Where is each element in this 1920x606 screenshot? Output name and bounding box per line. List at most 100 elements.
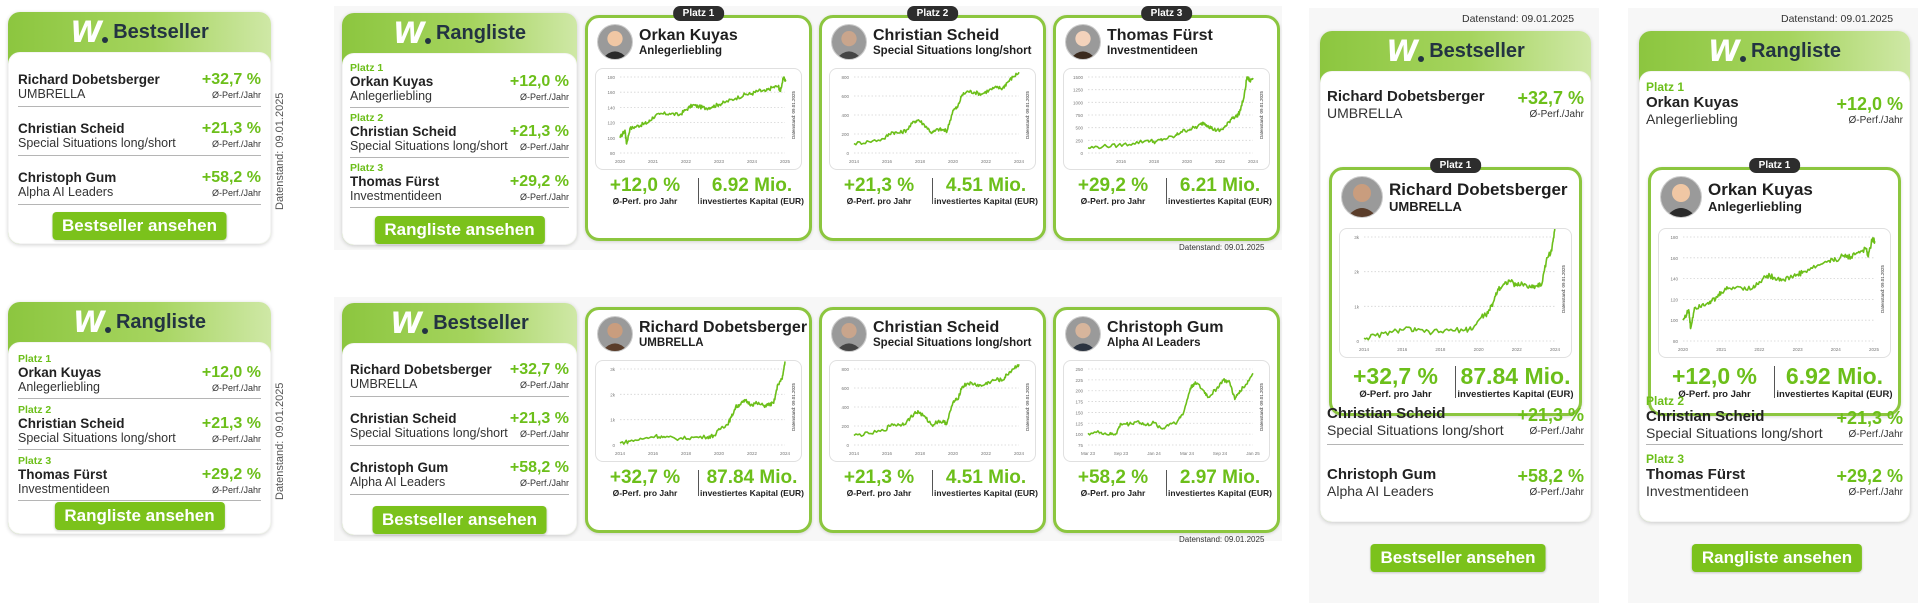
trader-name: Christian Scheid [18,416,125,431]
kpi-performance-value: +12,0 % [1671,362,1758,389]
x-tick-label: 2014 [1359,347,1370,352]
performance-value: +12,0 % [509,73,569,90]
trader-name: Thomas Fürst [1646,466,1746,483]
kpi-row: +12,0 % Ø-Perf. pro Jahr 6.92 Mio. investi… [592,174,805,208]
y-tick-label: 200 [841,132,849,137]
kpi-performance-label: Ø-Perf. pro Jahr [1080,488,1146,498]
trader-card-gum[interactable]: Christoph Gum Alpha AI Leaders 75 100 125 1… [1053,307,1280,533]
x-tick-label: 2022 [747,451,758,456]
list-item[interactable]: Platz 1 Orkan Kuyas Anlegerliebling +12,0 … [350,58,569,108]
wikifolio-logo-icon: W [392,15,425,50]
kpi-performance: +12,0 % Ø-Perf. pro Jahr [592,175,698,207]
performance-label: Ø-Perf./Jahr [519,380,569,390]
rangliste-ansehen-button[interactable]: Rangliste ansehen [1691,544,1863,572]
fund-name: Investmentideen [350,189,442,203]
bestseller-ansehen-button[interactable]: Bestseller ansehen [1370,544,1546,572]
series-line [619,76,787,145]
rank-label: Platz 2 [1646,394,1685,408]
kpi-row: +21,3 % Ø-Perf. pro Jahr 4.51 Mio. investi… [826,466,1039,500]
fund-name: Special Situations long/short [1646,425,1823,441]
widget-header: W Bestseller [8,12,271,52]
kpi-row: +12,0 % Ø-Perf. pro Jahr 6.92 Mio. investi… [1655,362,1894,402]
y-tick-label: 150 [1075,410,1083,415]
x-tick-label: 2020 [1182,159,1193,164]
kpi-capital-value: 4.51 Mio. [945,467,1027,488]
list-item[interactable]: Christian Scheid Special Situations long/… [350,397,569,446]
y-tick-label: 1k [1354,304,1360,309]
fund-name: Special Situations long/short [18,136,176,150]
trader-name: Orkan Kuyas [1708,179,1813,199]
series-line [1363,229,1556,341]
widget-body: Platz 1 Orkan Kuyas Anlegerliebling +12,0 … [8,342,271,534]
kpi-performance-label: Ø-Perf. pro Jahr [612,488,678,498]
y-tick-label: 125 [1075,421,1083,426]
x-tick-label: 2024 [1014,159,1025,164]
y-tick-label: 500 [1075,126,1083,131]
trader-name: Christian Scheid [350,411,457,426]
trader-card-scheid[interactable]: Christian Scheid Special Situations long… [819,307,1046,533]
fund-name: UMBRELLA [1389,198,1462,214]
trader-card-platz-1[interactable]: Platz 1 Richard Dobetsberger UMBRELLA 0 1… [1329,158,1582,416]
x-tick-label: 2018 [915,451,926,456]
x-tick-label: 2018 [1435,347,1446,352]
performance-chart: 0 250 500 750 1000 1250 1500 2016 2018 2020 2022 20… [1063,68,1270,170]
bestseller-ansehen-button[interactable]: Bestseller ansehen [52,212,227,240]
chart-svg: 0 250 500 750 1000 1250 1500 2016 2018 2020 2022 20… [1073,75,1264,164]
widget-title: Rangliste [435,21,527,44]
performance-label: Ø-Perf./Jahr [1848,115,1903,126]
kpi-capital: 2.97 Mio. investiertes Kapital (EUR) [1167,467,1273,499]
card-header: Christian Scheid Special Situations long… [831,316,1037,352]
bestseller-ansehen-button[interactable]: Bestseller ansehen [372,506,547,534]
list-item[interactable]: Platz 1 Orkan Kuyas Anlegerliebling +12,0 … [1646,77,1903,127]
data-date-stamp: Datenstand: 09.01.2025 [274,382,286,500]
x-tick-label: 2025 [780,159,791,164]
list-item[interactable]: Platz 3 Thomas Fürst Investmentideen +29,2… [1646,445,1903,499]
rangliste-ansehen-button[interactable]: Rangliste ansehen [54,502,225,530]
list-item[interactable]: Platz 2 Christian Scheid Special Situation… [18,399,261,450]
widget-header: W Rangliste [8,302,271,342]
performance-label: Ø-Perf./Jahr [1529,109,1584,120]
performance-value: +29,2 % [1836,466,1903,486]
data-date-stamp: Datenstand: 09.01.2025 [274,92,286,210]
rank-label: Platz 2 [350,112,384,124]
rank-label: Platz 3 [1646,452,1685,466]
list-item[interactable]: Platz 1 Orkan Kuyas Anlegerliebling +12,0 … [18,348,261,399]
list-item[interactable]: Christoph Gum Alpha AI Leaders +58,2 % Ø-P… [1327,457,1584,499]
rank-label: Platz 3 [18,455,52,467]
list-item[interactable]: Richard Dobetsberger UMBRELLA +32,7 % Ø-Pe… [18,58,261,107]
kpi-capital: 4.51 Mio. investiertes Kapital (EUR) [933,175,1039,207]
kpi-divider [698,470,699,496]
rangliste-ansehen-button[interactable]: Rangliste ansehen [374,216,545,244]
trader-card-dobetsberger[interactable]: Richard Dobetsberger UMBRELLA 0 1k 2k 3k 201… [585,307,812,533]
y-tick-label: 1000 [1073,100,1084,105]
performance-label: Ø-Perf./Jahr [519,192,569,202]
x-tick-label: Sep 23 [1114,451,1129,456]
x-tick-label: 2023 [1793,347,1804,352]
list-item[interactable]: Platz 2 Christian Scheid Special Situation… [1646,389,1903,445]
list-item[interactable]: Platz 3 Thomas Fürst Investmentideen +29,2… [350,158,569,208]
list-item[interactable]: Platz 3 Thomas Fürst Investmentideen +29,2… [18,450,261,501]
list-item[interactable]: Christoph Gum Alpha AI Leaders +58,2 % Ø-P… [350,446,569,495]
performance-chart: 0 200 400 600 800 2014 2016 2018 2020 2022 2024 Dat… [829,68,1036,170]
x-tick-label: 2018 [1149,159,1160,164]
list-item[interactable]: Richard Dobetsberger UMBRELLA +32,7 % Ø-Pe… [350,348,569,397]
card-header: Christian Scheid Special Situations long… [831,24,1037,60]
y-tick-label: 2k [1354,270,1360,275]
performance-value: +32,7 % [509,361,569,378]
trader-card-platz-3[interactable]: Platz 3 Thomas Fürst Investmentideen 0 25… [1053,6,1280,241]
list-item[interactable]: Christoph Gum Alpha AI Leaders +58,2 % Ø-P… [18,156,261,205]
performance-label: Ø-Perf./Jahr [1529,426,1584,437]
x-tick-label: 2020 [1678,347,1689,352]
list-item[interactable]: Christian Scheid Special Situations long/… [18,107,261,156]
list-item[interactable]: Christian Scheid Special Situations long/… [1327,393,1584,445]
trader-card-platz-1[interactable]: Platz 1 Orkan Kuyas Anlegerliebling 80 10… [1648,158,1901,416]
y-tick-label: 400 [841,113,849,118]
y-tick-label: 1250 [1073,88,1084,93]
list-item[interactable]: Platz 2 Christian Scheid Special Situation… [350,108,569,158]
trader-card-platz-2[interactable]: Platz 2 Christian Scheid Special Situati… [819,6,1046,241]
kpi-performance-value: +32,7 % [1352,362,1439,389]
trader-card-platz-1[interactable]: Platz 1 Orkan Kuyas Anlegerliebling 80 10… [585,6,812,241]
kpi-capital: 6.92 Mio. investiertes Kapital (EUR) [1775,363,1894,401]
y-tick-label: 1k [610,418,616,423]
list-item[interactable]: Richard Dobetsberger UMBRELLA +32,7 % Ø-Pe… [1327,79,1584,121]
